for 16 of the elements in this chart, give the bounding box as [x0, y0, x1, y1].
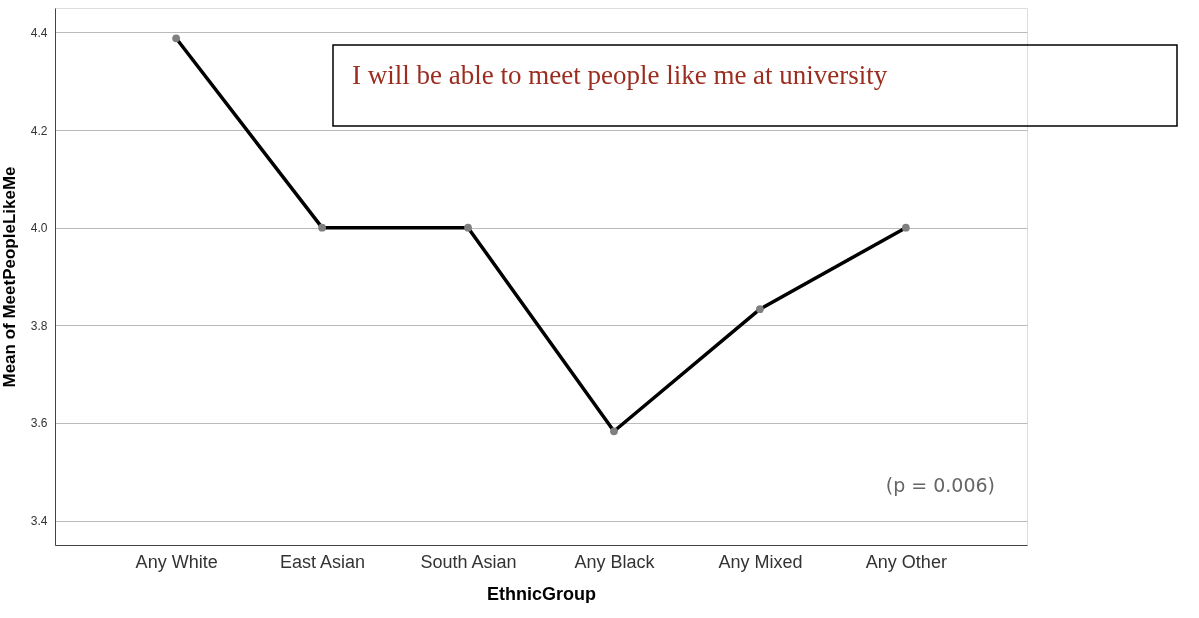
y-axis-title: Mean of MeetPeopleLikeMe	[0, 166, 19, 388]
x-tick-label: Any Black	[574, 551, 656, 572]
x-tick-label: Any Other	[865, 551, 947, 572]
y-tick-label: 3.4	[30, 514, 48, 529]
y-tick-label: 3.6	[30, 416, 48, 431]
x-tick-label: East Asian	[280, 551, 366, 572]
x-tick-label: Any Mixed	[718, 551, 803, 572]
x-tick-label: South Asian	[420, 551, 517, 572]
annotation: (p = 0.006)	[885, 474, 995, 496]
y-tick-label: 4.4	[30, 25, 48, 40]
x-axis-title: EthnicGroup	[487, 583, 596, 604]
y-tick-label: 4.0	[30, 221, 48, 236]
text: I will be able to meet people like me at university	[352, 60, 888, 90]
y-tick-label: 3.8	[30, 318, 48, 333]
y-tick-label: 4.2	[30, 123, 48, 138]
x-tick-label: Any White	[135, 551, 218, 572]
